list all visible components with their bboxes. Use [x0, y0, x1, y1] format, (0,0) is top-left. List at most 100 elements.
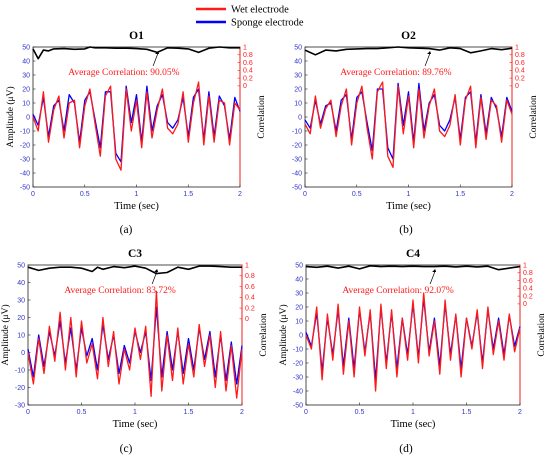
panels: 50403020100-10-20-30-40-5010.80.60.40.20… — [0, 30, 547, 455]
y2-axis-label: Correlation — [537, 313, 547, 357]
panel-title: C3 — [128, 248, 142, 260]
y-tick-label: -50 — [292, 184, 302, 191]
series-line-wet-electrode — [305, 292, 521, 392]
series-line-wet-electrode — [32, 81, 241, 171]
y-tick-label: -20 — [293, 360, 303, 367]
y2-tick-label: 0.8 — [523, 270, 533, 277]
panel-title: O2 — [401, 30, 416, 42]
legend-sponge-label: Sponge electrode — [231, 18, 304, 29]
y-tick-label: 30 — [17, 297, 25, 304]
y-tick-label: 30 — [22, 72, 30, 79]
y2-tick-label: 0 — [515, 83, 519, 90]
x-tick-label: 0.5 — [352, 191, 362, 198]
y-tick-label: 0 — [298, 114, 302, 121]
series-line-correlation — [27, 265, 242, 275]
legend-wet-label: Wet electrode — [231, 5, 289, 16]
annotation-arrow — [424, 52, 431, 67]
y2-tick-label: 0.8 — [515, 52, 525, 59]
x-axis-label: Time (sec) — [114, 201, 159, 212]
y2-tick-label: 0.4 — [523, 286, 533, 293]
y2-axis-label: Correlation — [259, 313, 269, 357]
x-tick-label: 0.5 — [355, 409, 365, 416]
y-tick-label: 40 — [17, 280, 25, 287]
annotation-arrow — [429, 270, 436, 285]
y-tick-label: 10 — [295, 318, 303, 325]
y-tick-label: -20 — [15, 385, 25, 392]
series-line-correlation — [305, 264, 521, 271]
x-axis-label: Time (sec) — [113, 419, 158, 430]
y-tick-label: 50 — [22, 44, 30, 51]
y2-axis-label: Correlation — [257, 95, 267, 139]
y-tick-label: -10 — [15, 367, 25, 374]
x-tick-label: 1 — [407, 191, 411, 198]
y-tick-label: 30 — [295, 290, 303, 297]
x-tick-label: 1.5 — [183, 191, 193, 198]
y-tick-label: -50 — [293, 402, 303, 409]
annotation-average-correlation: Average Correlation: 89.76% — [340, 68, 451, 78]
panel-label: (b) — [399, 224, 413, 236]
x-tick-label: 2 — [518, 409, 522, 416]
y-tick-label: 40 — [294, 58, 302, 65]
annotation-average-correlation: Average Correlation: 90.05% — [68, 68, 179, 78]
plot-frame — [305, 264, 521, 406]
y-tick-label: 20 — [17, 315, 25, 322]
annotation-arrow-head — [154, 269, 159, 272]
y-tick-label: -10 — [293, 346, 303, 353]
y-tick-label: 40 — [295, 276, 303, 283]
y-axis-label: Amplitude (μV) — [278, 304, 289, 365]
y-tick-label: 50 — [295, 262, 303, 269]
panel-label: (a) — [120, 224, 133, 236]
annotation-average-correlation: Average Correlation: 83.72% — [64, 286, 175, 296]
x-axis-label: Time (sec) — [391, 419, 436, 430]
y-tick-label: 0 — [21, 350, 25, 357]
y2-tick-label: 1 — [245, 262, 249, 269]
panel-title: O1 — [129, 30, 144, 42]
series-line-wet-electrode — [304, 81, 513, 169]
y2-tick-label: 0 — [523, 301, 527, 308]
panel-c4: 50403020100-10-20-30-40-5010.80.60.40.20… — [278, 248, 547, 455]
annotation-arrow — [151, 270, 158, 285]
panel-o2: 50403020100-10-20-30-40-5010.80.60.40.20… — [292, 30, 539, 236]
y-tick-label: 20 — [22, 86, 30, 93]
annotation-arrow — [152, 52, 159, 67]
y-tick-label: 20 — [295, 304, 303, 311]
y-tick-label: 10 — [22, 100, 30, 107]
y2-tick-label: 0.2 — [523, 293, 533, 300]
y-tick-label: -20 — [292, 142, 302, 149]
y2-tick-label: 0.4 — [243, 68, 253, 75]
y2-tick-label: 0.4 — [245, 295, 255, 302]
x-tick-label: 1.5 — [184, 409, 194, 416]
y-tick-label: -30 — [20, 156, 30, 163]
y2-tick-label: 0 — [243, 83, 247, 90]
x-tick-label: 0 — [303, 191, 307, 198]
x-tick-label: 2 — [240, 409, 244, 416]
panel-c3: 50 40 30 20 10 0 -10 -20 -30 1 0.8 0.6 0.4 0.2 0 0 0.5 1 1… — [0, 248, 269, 455]
x-tick-label: 0 — [31, 191, 35, 198]
y2-tick-label: 0.8 — [245, 273, 255, 280]
y2-tick-label: 0.8 — [243, 52, 253, 59]
y2-tick-label: 0.6 — [243, 60, 253, 67]
y-tick-label: 50 — [17, 262, 25, 269]
y-tick-label: -30 — [293, 374, 303, 381]
series-line-correlation — [304, 46, 513, 56]
y2-tick-label: 0.6 — [245, 284, 255, 291]
y-tick-label: 10 — [17, 332, 25, 339]
y-axis-label: Amplitude (μV) — [0, 304, 11, 365]
y-tick-label: -10 — [292, 128, 302, 135]
y-tick-label: -30 — [292, 156, 302, 163]
y-tick-label: 20 — [294, 86, 302, 93]
y-axis-label: Amplitude (μV) — [5, 86, 16, 147]
series-line-correlation — [32, 46, 240, 60]
x-tick-label: 1 — [135, 191, 139, 198]
y-tick-label: 30 — [294, 72, 302, 79]
x-tick-label: 2 — [238, 191, 242, 198]
y-tick-label: -40 — [20, 170, 30, 177]
y-tick-label: 50 — [294, 44, 302, 51]
y2-axis-label: Correlation — [529, 95, 539, 139]
y-tick-label: -50 — [20, 184, 30, 191]
y2-tick-label: 0.6 — [515, 60, 525, 67]
x-tick-label: 0.5 — [80, 191, 90, 198]
panel-o1: 50403020100-10-20-30-40-5010.80.60.40.20… — [5, 30, 267, 236]
x-tick-label: 1.5 — [455, 191, 465, 198]
